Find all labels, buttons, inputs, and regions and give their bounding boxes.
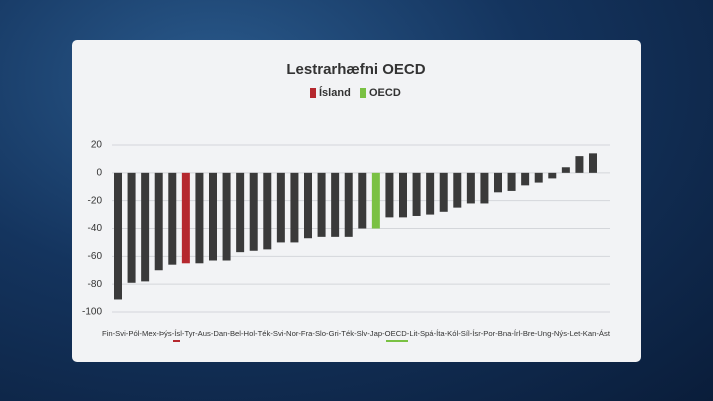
bar [317,172,326,237]
bar [263,172,272,250]
y-tick-label: -80 [88,279,103,290]
y-tick-label: -60 [88,251,103,262]
y-tick-label: -20 [88,195,103,206]
bar [195,172,204,264]
bar [168,172,177,265]
x-axis-label: Fin-Svi-Pól-Mex-Þýs-Ísl-Tyr-Aus-Dan-Bel-… [102,329,611,338]
bar [249,172,258,251]
bar [154,172,163,271]
legend-swatch [360,88,366,98]
bar [114,172,122,300]
bar [344,172,353,237]
bar [589,153,597,173]
bar [426,172,435,215]
bar [181,172,190,264]
bar [276,172,285,243]
bar [358,172,367,229]
y-tick-label: -40 [88,223,103,234]
y-tick-label: 20 [91,140,103,151]
bar [331,172,340,237]
bar [507,172,516,191]
bar [141,172,150,282]
legend-label: OECD [369,87,401,99]
bar [371,172,380,229]
bar [385,172,394,218]
legend-swatch [310,88,316,98]
bar [466,172,475,204]
y-tick-label: 0 [96,167,102,178]
bar [534,172,543,183]
bar [575,156,584,173]
bar [439,172,448,212]
bar [480,172,489,204]
bar [127,172,136,283]
bar [222,172,231,261]
bar [304,172,312,239]
legend-label: Ísland [319,86,351,99]
bar [548,172,557,179]
bar [521,172,530,186]
bar [399,172,407,218]
bar [494,172,502,193]
y-tick-label: -100 [82,307,102,318]
bar [290,172,299,243]
bar [209,172,217,261]
chart-title: Lestrarhæfni OECD [286,61,425,78]
bar [453,172,462,208]
bar [561,167,570,173]
bar [412,172,421,216]
bar [236,172,245,253]
